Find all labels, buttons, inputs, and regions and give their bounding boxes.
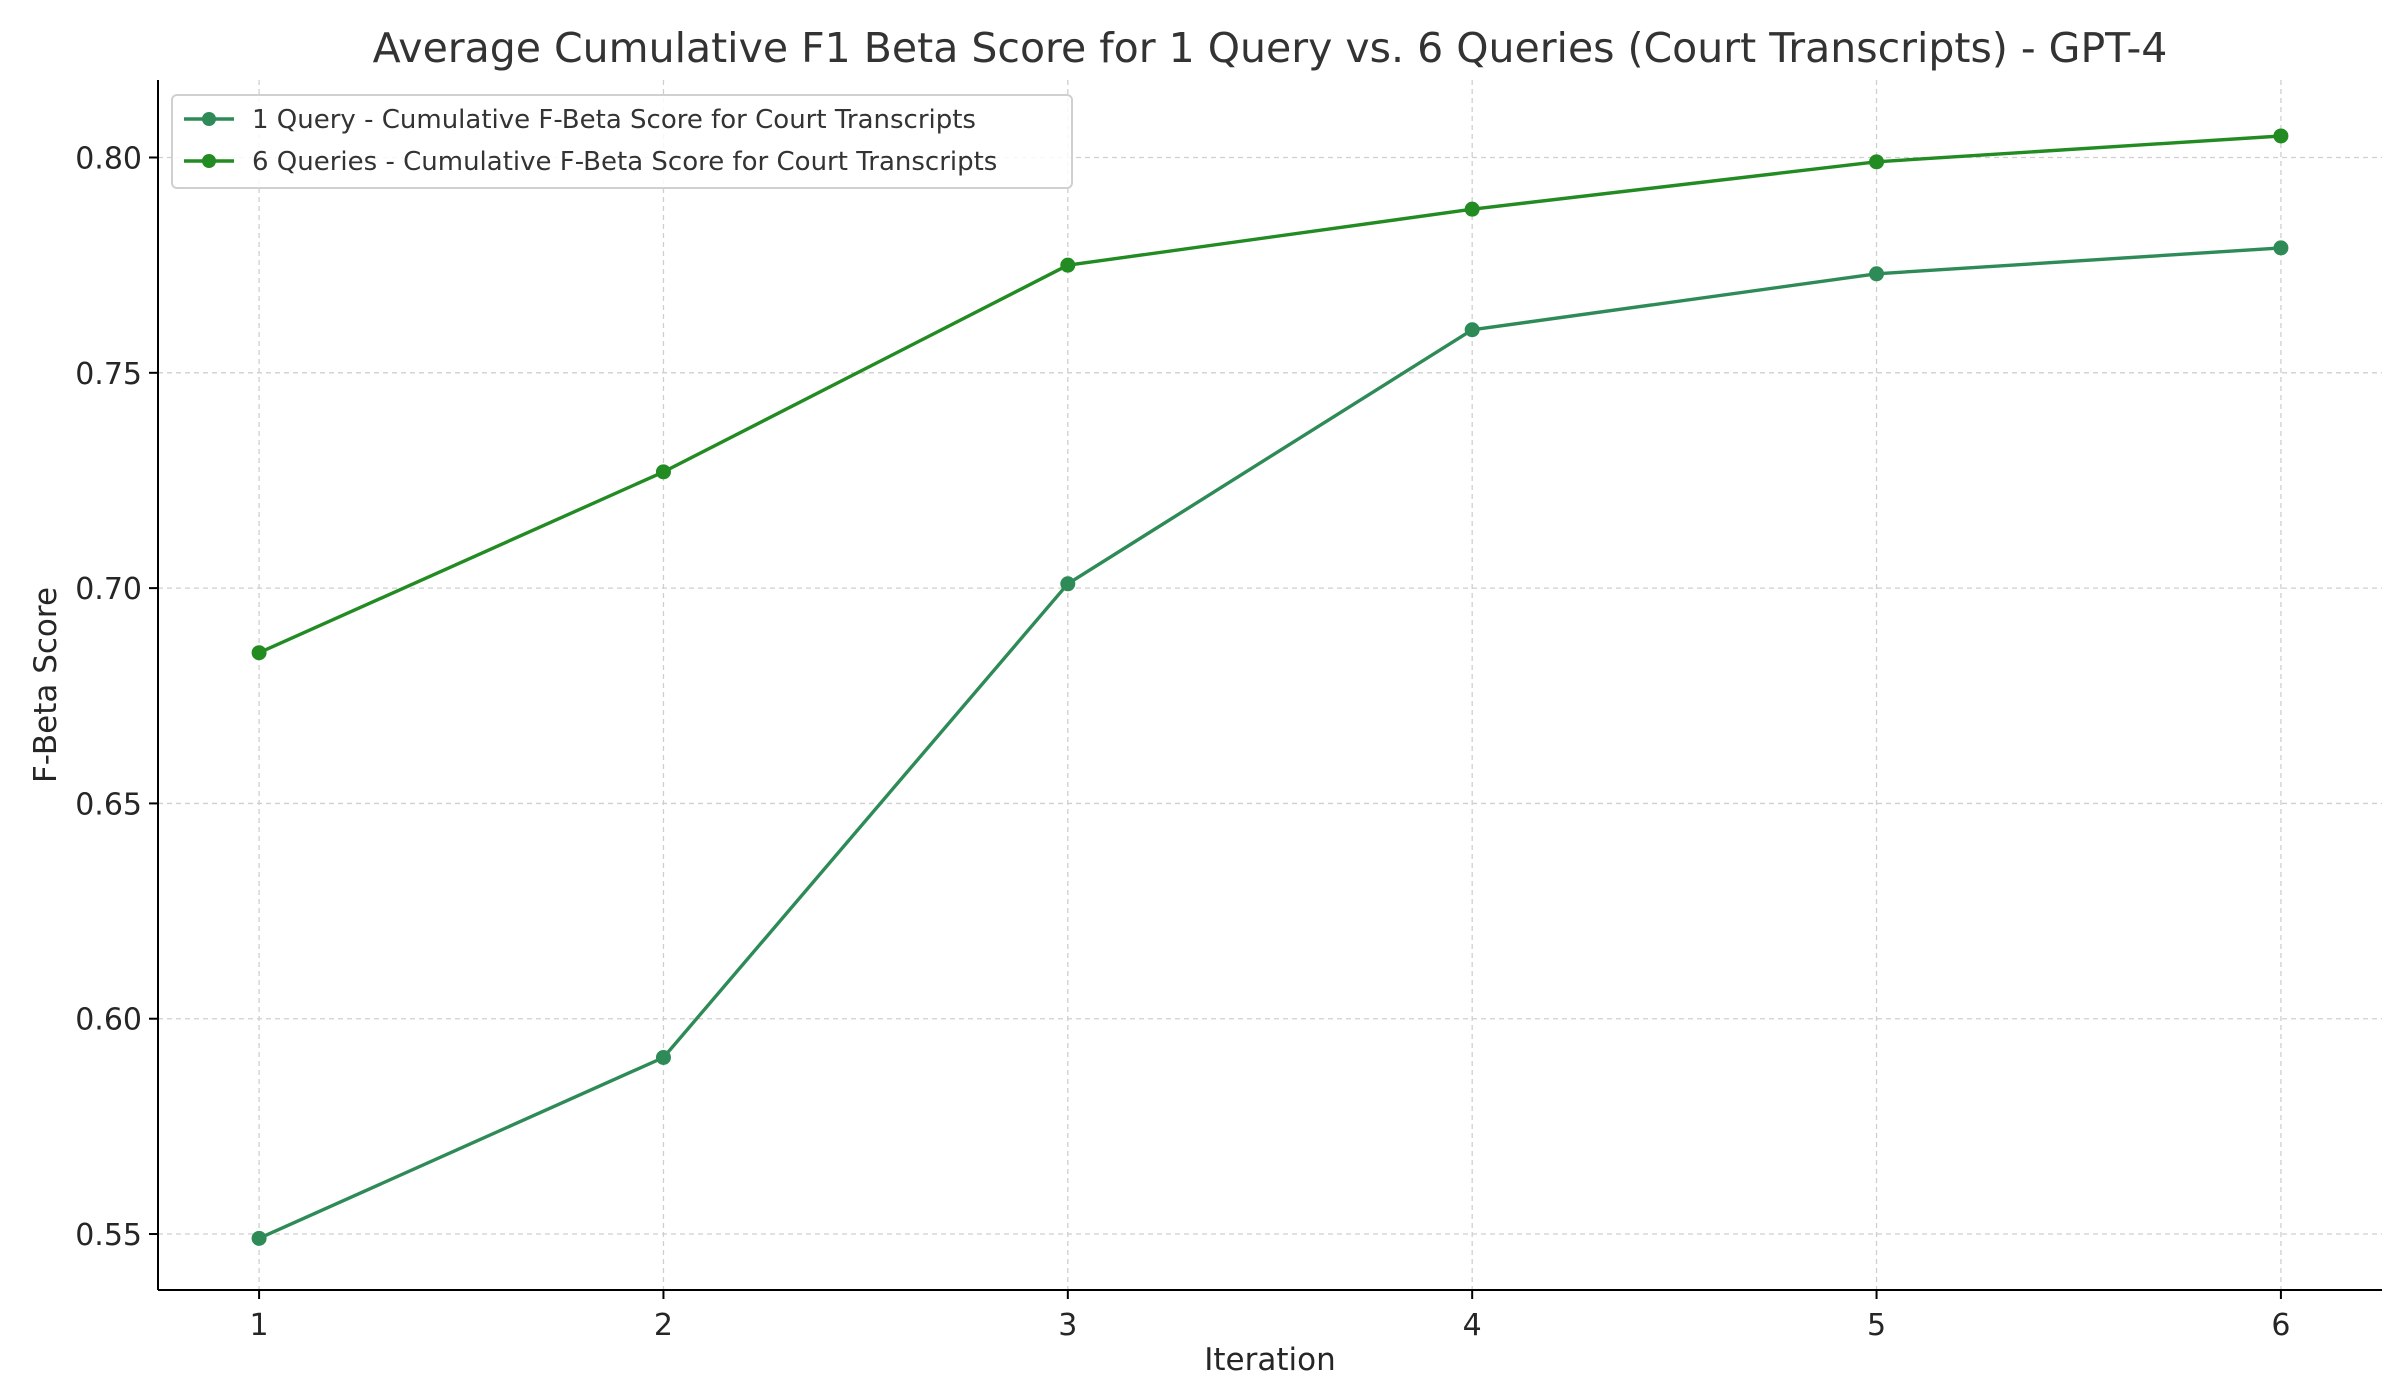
legend-marker-2: [202, 154, 216, 168]
y-tick-label-5: 0.75: [75, 357, 142, 392]
series-1: [251, 240, 2289, 1246]
series-2-point-4: [1464, 201, 1480, 217]
y-tick-label-4: 0.70: [75, 572, 142, 607]
axes: 1 2 3 4 5 6 0.55 0.60 0.65 0.70 0.75 0.80: [75, 80, 2382, 1343]
grid: [158, 80, 2382, 1290]
legend: 1 Query - Cumulative F-Beta Score for Co…: [171, 94, 1073, 189]
x-tick-label-6: 6: [2271, 1308, 2290, 1343]
y-tick-label-2: 0.60: [75, 1003, 142, 1038]
series-1-point-3: [1060, 576, 1076, 592]
x-axis-label: Iteration: [1204, 1342, 1336, 1378]
series-2-point-3: [1060, 257, 1076, 273]
series-2: [251, 128, 2289, 661]
series-2-point-5: [1869, 154, 1885, 170]
series-2-point-6: [2273, 128, 2289, 144]
series-2-line: [258, 134, 2282, 655]
x-tick-label-4: 4: [1463, 1308, 1482, 1343]
y-tick-label-3: 0.65: [75, 787, 142, 822]
y-tick-label-1: 0.55: [75, 1218, 142, 1253]
y-tick-label-6: 0.80: [75, 142, 142, 177]
legend-box: [171, 94, 1073, 189]
series-2-point-1: [251, 645, 267, 661]
x-tick-label-5: 5: [1867, 1308, 1886, 1343]
x-tick-label-3: 3: [1058, 1308, 1077, 1343]
series-1-point-1: [251, 1230, 267, 1246]
series-1-point-2: [655, 1049, 671, 1065]
series-1-point-6: [2273, 240, 2289, 256]
y-axis-label: F-Beta Score: [28, 587, 64, 783]
legend-label-2: 6 Queries - Cumulative F-Beta Score for …: [252, 147, 997, 177]
x-tick-label-1: 1: [250, 1308, 269, 1343]
chart-title: Average Cumulative F1 Beta Score for 1 Q…: [373, 24, 2168, 72]
legend-label-1: 1 Query - Cumulative F-Beta Score for Co…: [252, 105, 976, 135]
series-1-point-5: [1869, 266, 1885, 282]
series-layer: [251, 128, 2289, 1246]
series-2-point-2: [655, 464, 671, 480]
series-1-line: [258, 246, 2282, 1240]
series-1-point-4: [1464, 322, 1480, 338]
x-tick-label-2: 2: [654, 1308, 673, 1343]
legend-marker-1: [202, 112, 216, 126]
